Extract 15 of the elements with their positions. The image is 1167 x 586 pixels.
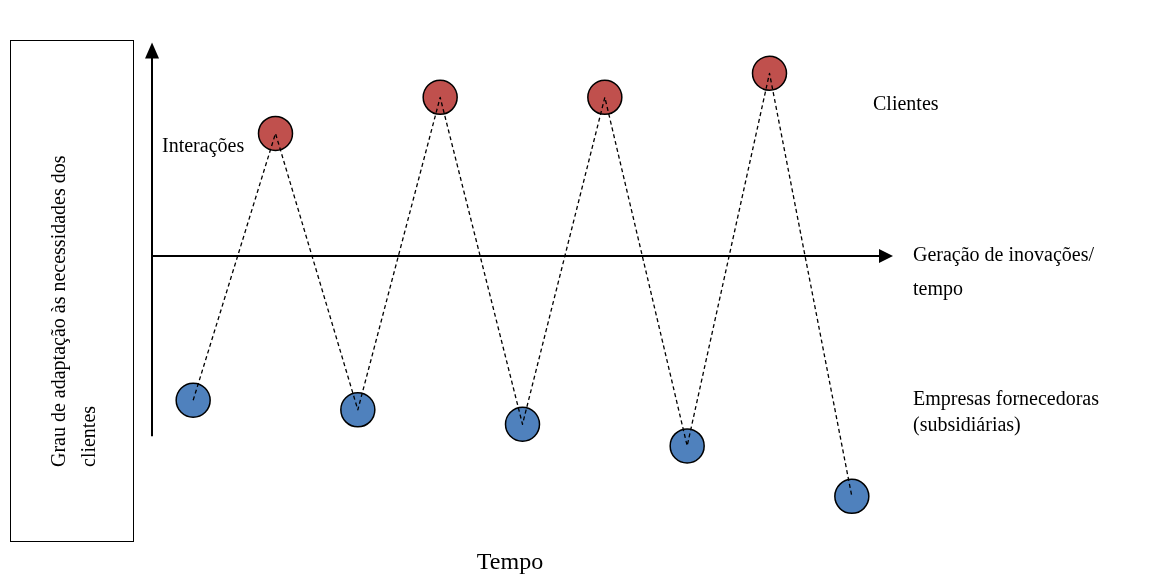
x-axis-title: Tempo	[475, 548, 545, 575]
y-axis-title: Grau de adaptação às necessidades dos clientes	[46, 154, 100, 467]
point	[587, 79, 623, 116]
point	[340, 392, 376, 428]
text: Empresas fornecedoras (subsidiárias)	[913, 387, 1100, 437]
point	[669, 428, 705, 464]
point	[257, 115, 294, 152]
point	[834, 478, 870, 515]
series-label: Interações	[162, 133, 245, 157]
point	[422, 79, 458, 116]
point	[751, 55, 788, 92]
annotation: Clientes	[873, 92, 939, 115]
point	[504, 406, 541, 443]
point	[175, 382, 211, 418]
text: Geração de inovações/ tempo	[913, 243, 1095, 301]
